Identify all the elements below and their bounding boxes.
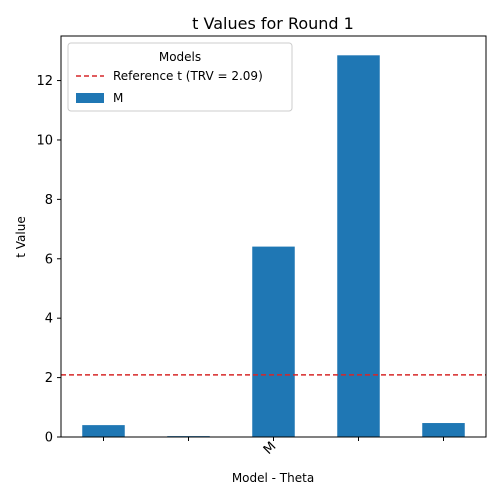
y-axis: 0 2 4 6 8 10 12 <box>36 74 61 446</box>
legend-box <box>67 42 293 112</box>
y-axis-label: t Value <box>14 216 28 257</box>
y-tick-label: 6 <box>45 252 53 267</box>
bar <box>422 423 465 437</box>
x-tick-label: M <box>261 439 280 458</box>
bars-layer <box>82 55 465 438</box>
legend-series-label: M <box>113 91 123 105</box>
legend-reference-label: Reference t (TRV = 2.09) <box>113 69 263 83</box>
legend-series-swatch <box>76 93 104 103</box>
y-tick-label: 4 <box>45 312 53 327</box>
bar <box>252 246 295 437</box>
y-tick-label: 0 <box>45 431 53 446</box>
legend-title: Models <box>159 50 201 64</box>
x-axis: M <box>103 437 444 458</box>
y-tick-label: 8 <box>45 193 53 208</box>
y-tick-label: 12 <box>36 74 53 89</box>
y-tick-label: 2 <box>45 371 53 386</box>
y-tick-label: 10 <box>36 133 53 148</box>
bar <box>82 425 125 437</box>
legend: Models Reference t (TRV = 2.09) M <box>67 42 293 112</box>
chart-title: t Values for Round 1 <box>192 14 354 33</box>
bar <box>337 55 380 438</box>
x-axis-label: Model - Theta <box>232 471 314 485</box>
